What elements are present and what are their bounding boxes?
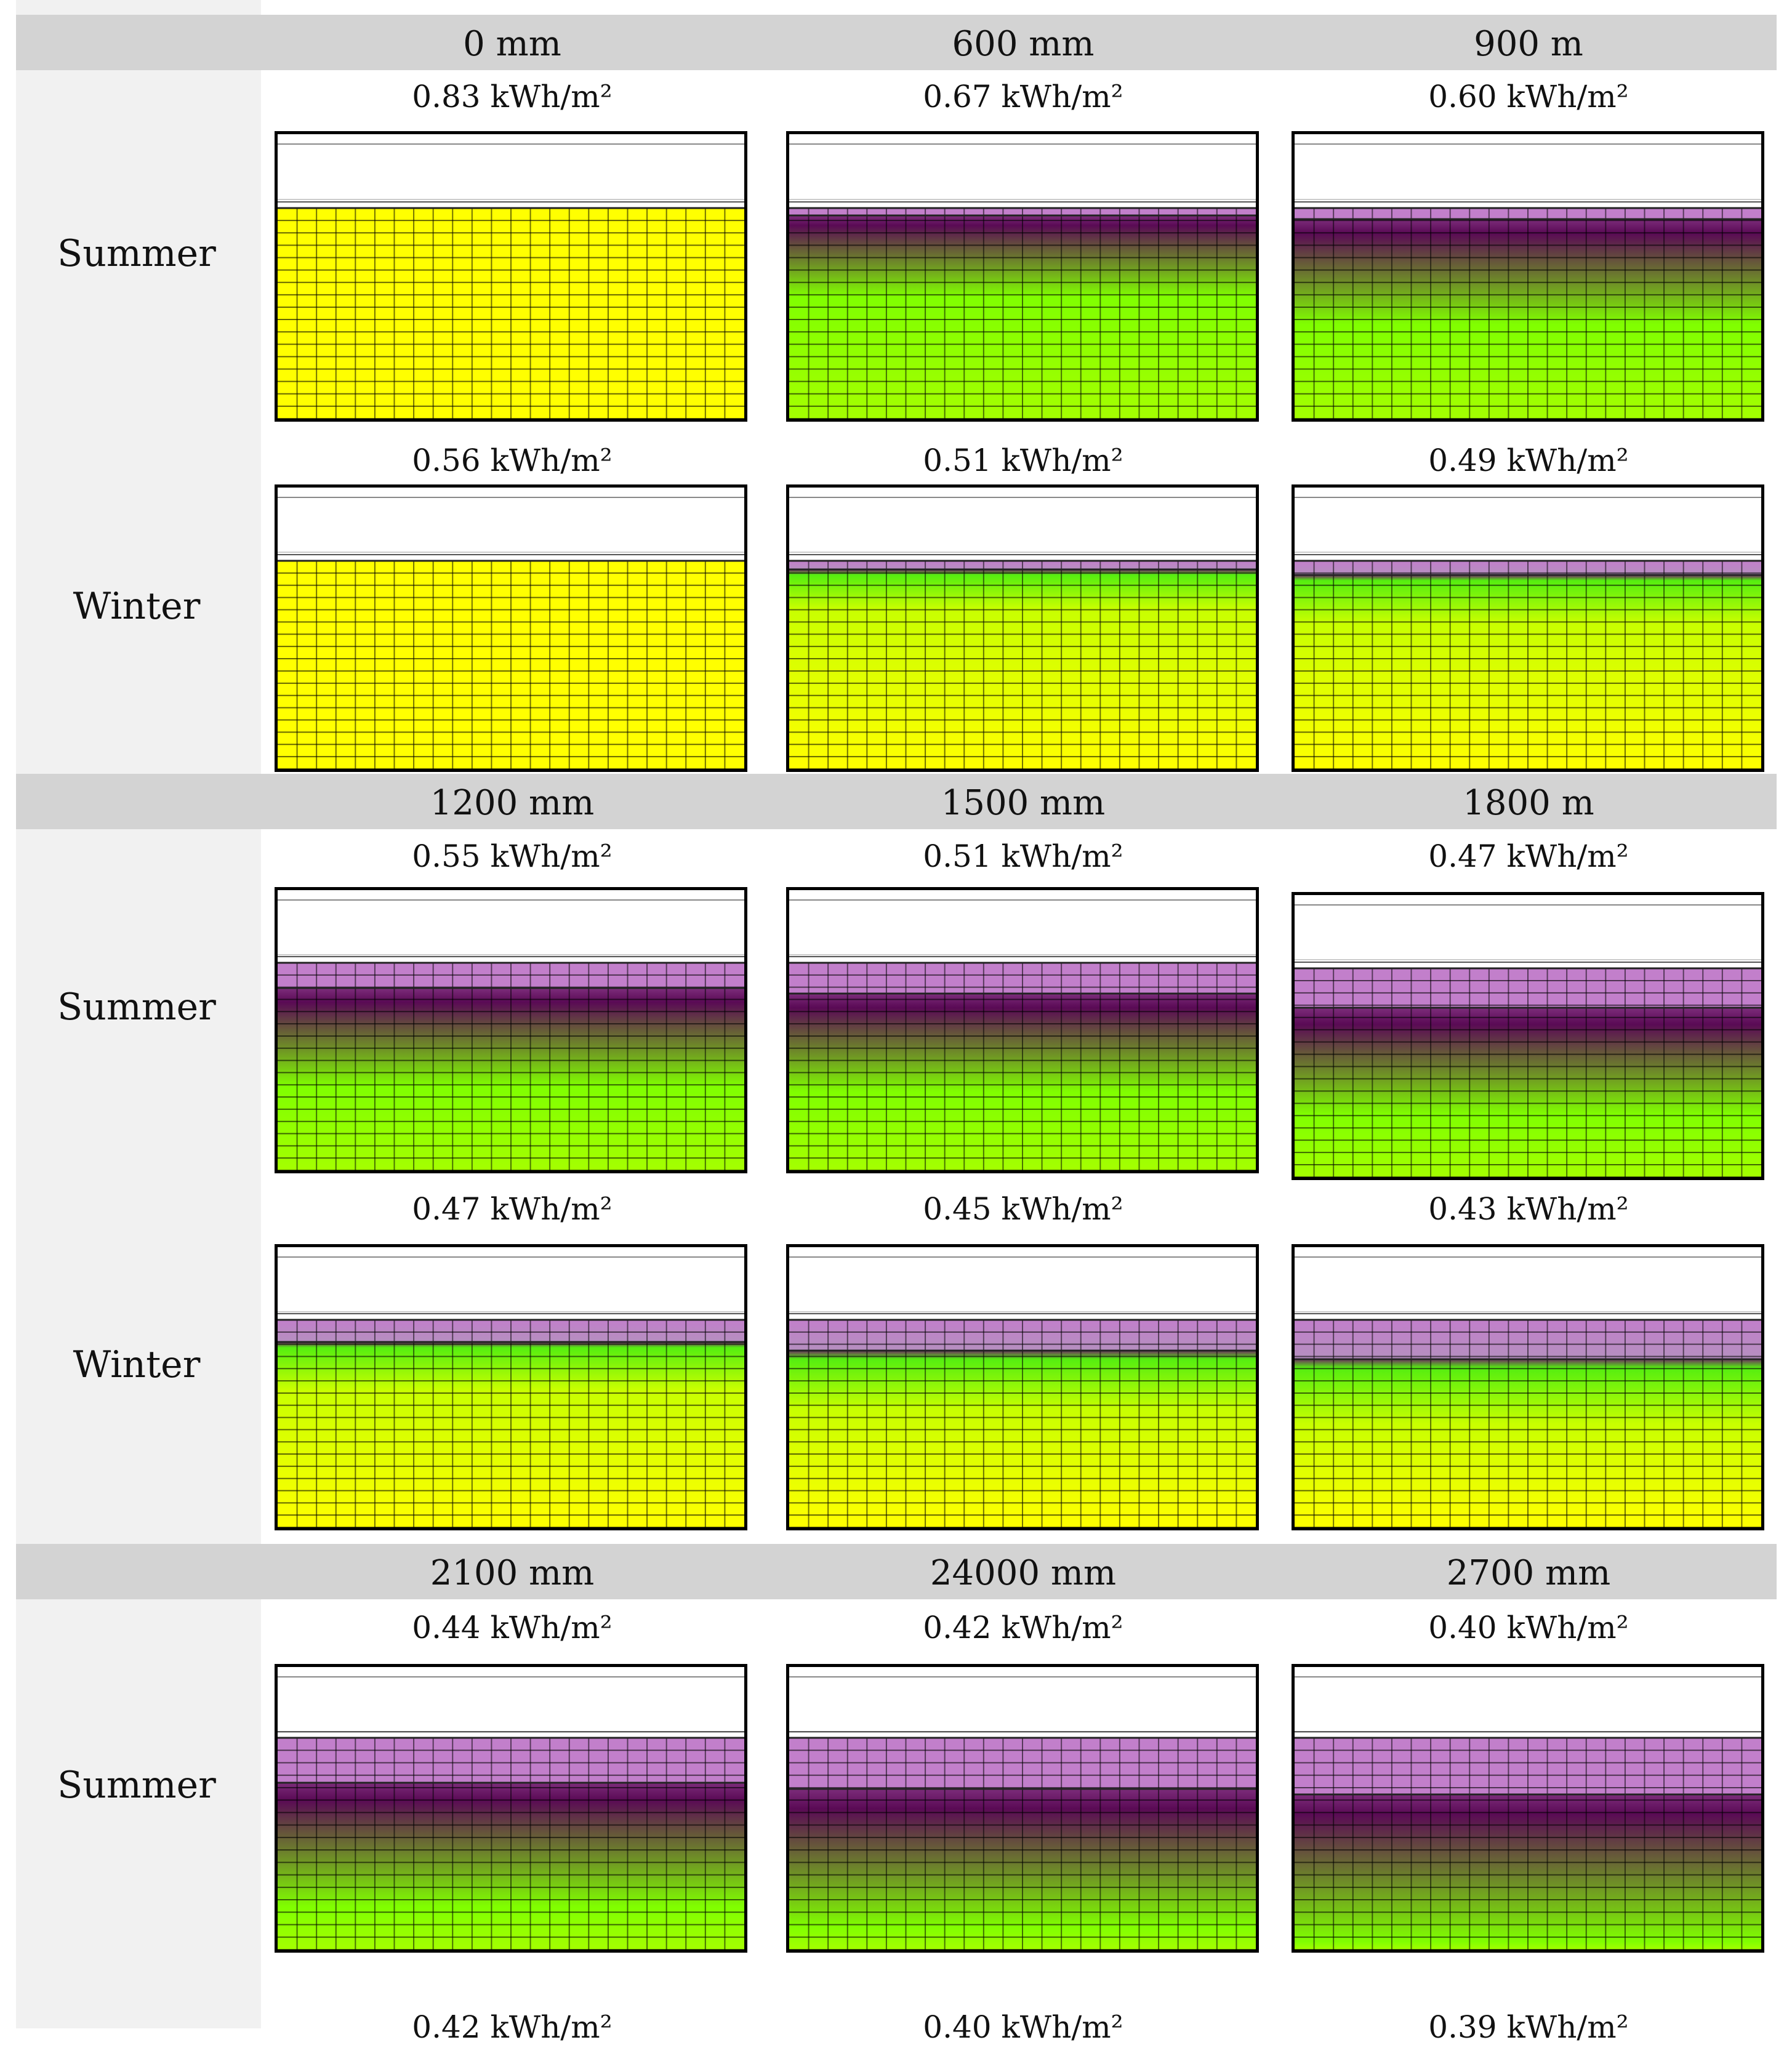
panel-graphic bbox=[789, 1676, 1256, 1950]
column-header: 600 mm bbox=[952, 24, 1095, 64]
simulation-panel bbox=[786, 1244, 1259, 1530]
panel-graphic bbox=[278, 497, 744, 769]
energy-value: 0.49 kWh/m² bbox=[1428, 443, 1629, 478]
panel-graphic bbox=[1295, 497, 1761, 769]
panel-graphic bbox=[278, 1676, 744, 1950]
row-label-summer: Summer bbox=[57, 1764, 216, 1807]
panel-graphic bbox=[1295, 1256, 1761, 1527]
simulation-panel bbox=[1292, 892, 1764, 1180]
energy-value: 0.42 kWh/m² bbox=[923, 1610, 1123, 1645]
row-label-summer: Summer bbox=[57, 232, 216, 275]
energy-value: 0.47 kWh/m² bbox=[412, 1191, 613, 1227]
column-header-bar bbox=[16, 774, 1777, 829]
panel-graphic bbox=[789, 1256, 1256, 1527]
energy-value: 0.40 kWh/m² bbox=[1428, 1610, 1629, 1645]
column-header: 1500 mm bbox=[941, 783, 1106, 823]
row-label-winter: Winter bbox=[73, 585, 201, 628]
simulation-panel bbox=[786, 1664, 1259, 1953]
column-header: 1200 mm bbox=[430, 783, 595, 823]
simulation-panel bbox=[1292, 1664, 1764, 1953]
energy-value: 0.40 kWh/m² bbox=[923, 2009, 1123, 2045]
energy-value: 0.51 kWh/m² bbox=[923, 838, 1123, 874]
column-header-bar bbox=[16, 1544, 1777, 1599]
simulation-panel bbox=[786, 484, 1259, 772]
simulation-panel bbox=[1292, 1244, 1764, 1530]
energy-value: 0.42 kWh/m² bbox=[412, 2009, 613, 2045]
column-header-bar bbox=[16, 15, 1777, 70]
simulation-panel bbox=[1292, 131, 1764, 422]
column-header: 24000 mm bbox=[930, 1553, 1117, 1593]
energy-value: 0.43 kWh/m² bbox=[1428, 1191, 1629, 1227]
energy-value: 0.45 kWh/m² bbox=[923, 1191, 1123, 1227]
simulation-panel bbox=[275, 484, 747, 772]
energy-value: 0.56 kWh/m² bbox=[412, 443, 613, 478]
energy-value: 0.83 kWh/m² bbox=[412, 79, 613, 115]
column-header: 2100 mm bbox=[430, 1553, 595, 1593]
row-label-summer: Summer bbox=[57, 986, 216, 1029]
panel-graphic bbox=[1295, 904, 1761, 1177]
simulation-panel bbox=[786, 887, 1259, 1173]
simulation-panel bbox=[786, 131, 1259, 422]
energy-value: 0.44 kWh/m² bbox=[412, 1610, 613, 1645]
panel-graphic bbox=[1295, 1676, 1761, 1950]
panel-graphic bbox=[278, 899, 744, 1170]
column-header: 0 mm bbox=[463, 24, 561, 64]
panel-graphic bbox=[789, 497, 1256, 769]
column-header: 1800 m bbox=[1463, 783, 1594, 823]
column-header: 2700 mm bbox=[1446, 1553, 1611, 1593]
energy-value: 0.39 kWh/m² bbox=[1428, 2009, 1629, 2045]
simulation-panel bbox=[275, 887, 747, 1173]
energy-value: 0.51 kWh/m² bbox=[923, 443, 1123, 478]
energy-value: 0.55 kWh/m² bbox=[412, 838, 613, 874]
simulation-panel bbox=[275, 1244, 747, 1530]
column-header: 900 m bbox=[1474, 24, 1583, 64]
panel-graphic bbox=[1295, 143, 1761, 419]
panel-graphic bbox=[278, 143, 744, 419]
simulation-panel bbox=[275, 1664, 747, 1953]
panel-graphic bbox=[789, 899, 1256, 1170]
row-label-winter: Winter bbox=[73, 1343, 201, 1386]
row-label-column bbox=[16, 0, 261, 2028]
energy-value: 0.60 kWh/m² bbox=[1428, 79, 1629, 115]
panel-graphic bbox=[789, 143, 1256, 419]
panel-graphic bbox=[278, 1256, 744, 1527]
simulation-panel bbox=[275, 131, 747, 422]
simulation-panel bbox=[1292, 484, 1764, 772]
energy-value: 0.47 kWh/m² bbox=[1428, 838, 1629, 874]
energy-value: 0.67 kWh/m² bbox=[923, 79, 1123, 115]
